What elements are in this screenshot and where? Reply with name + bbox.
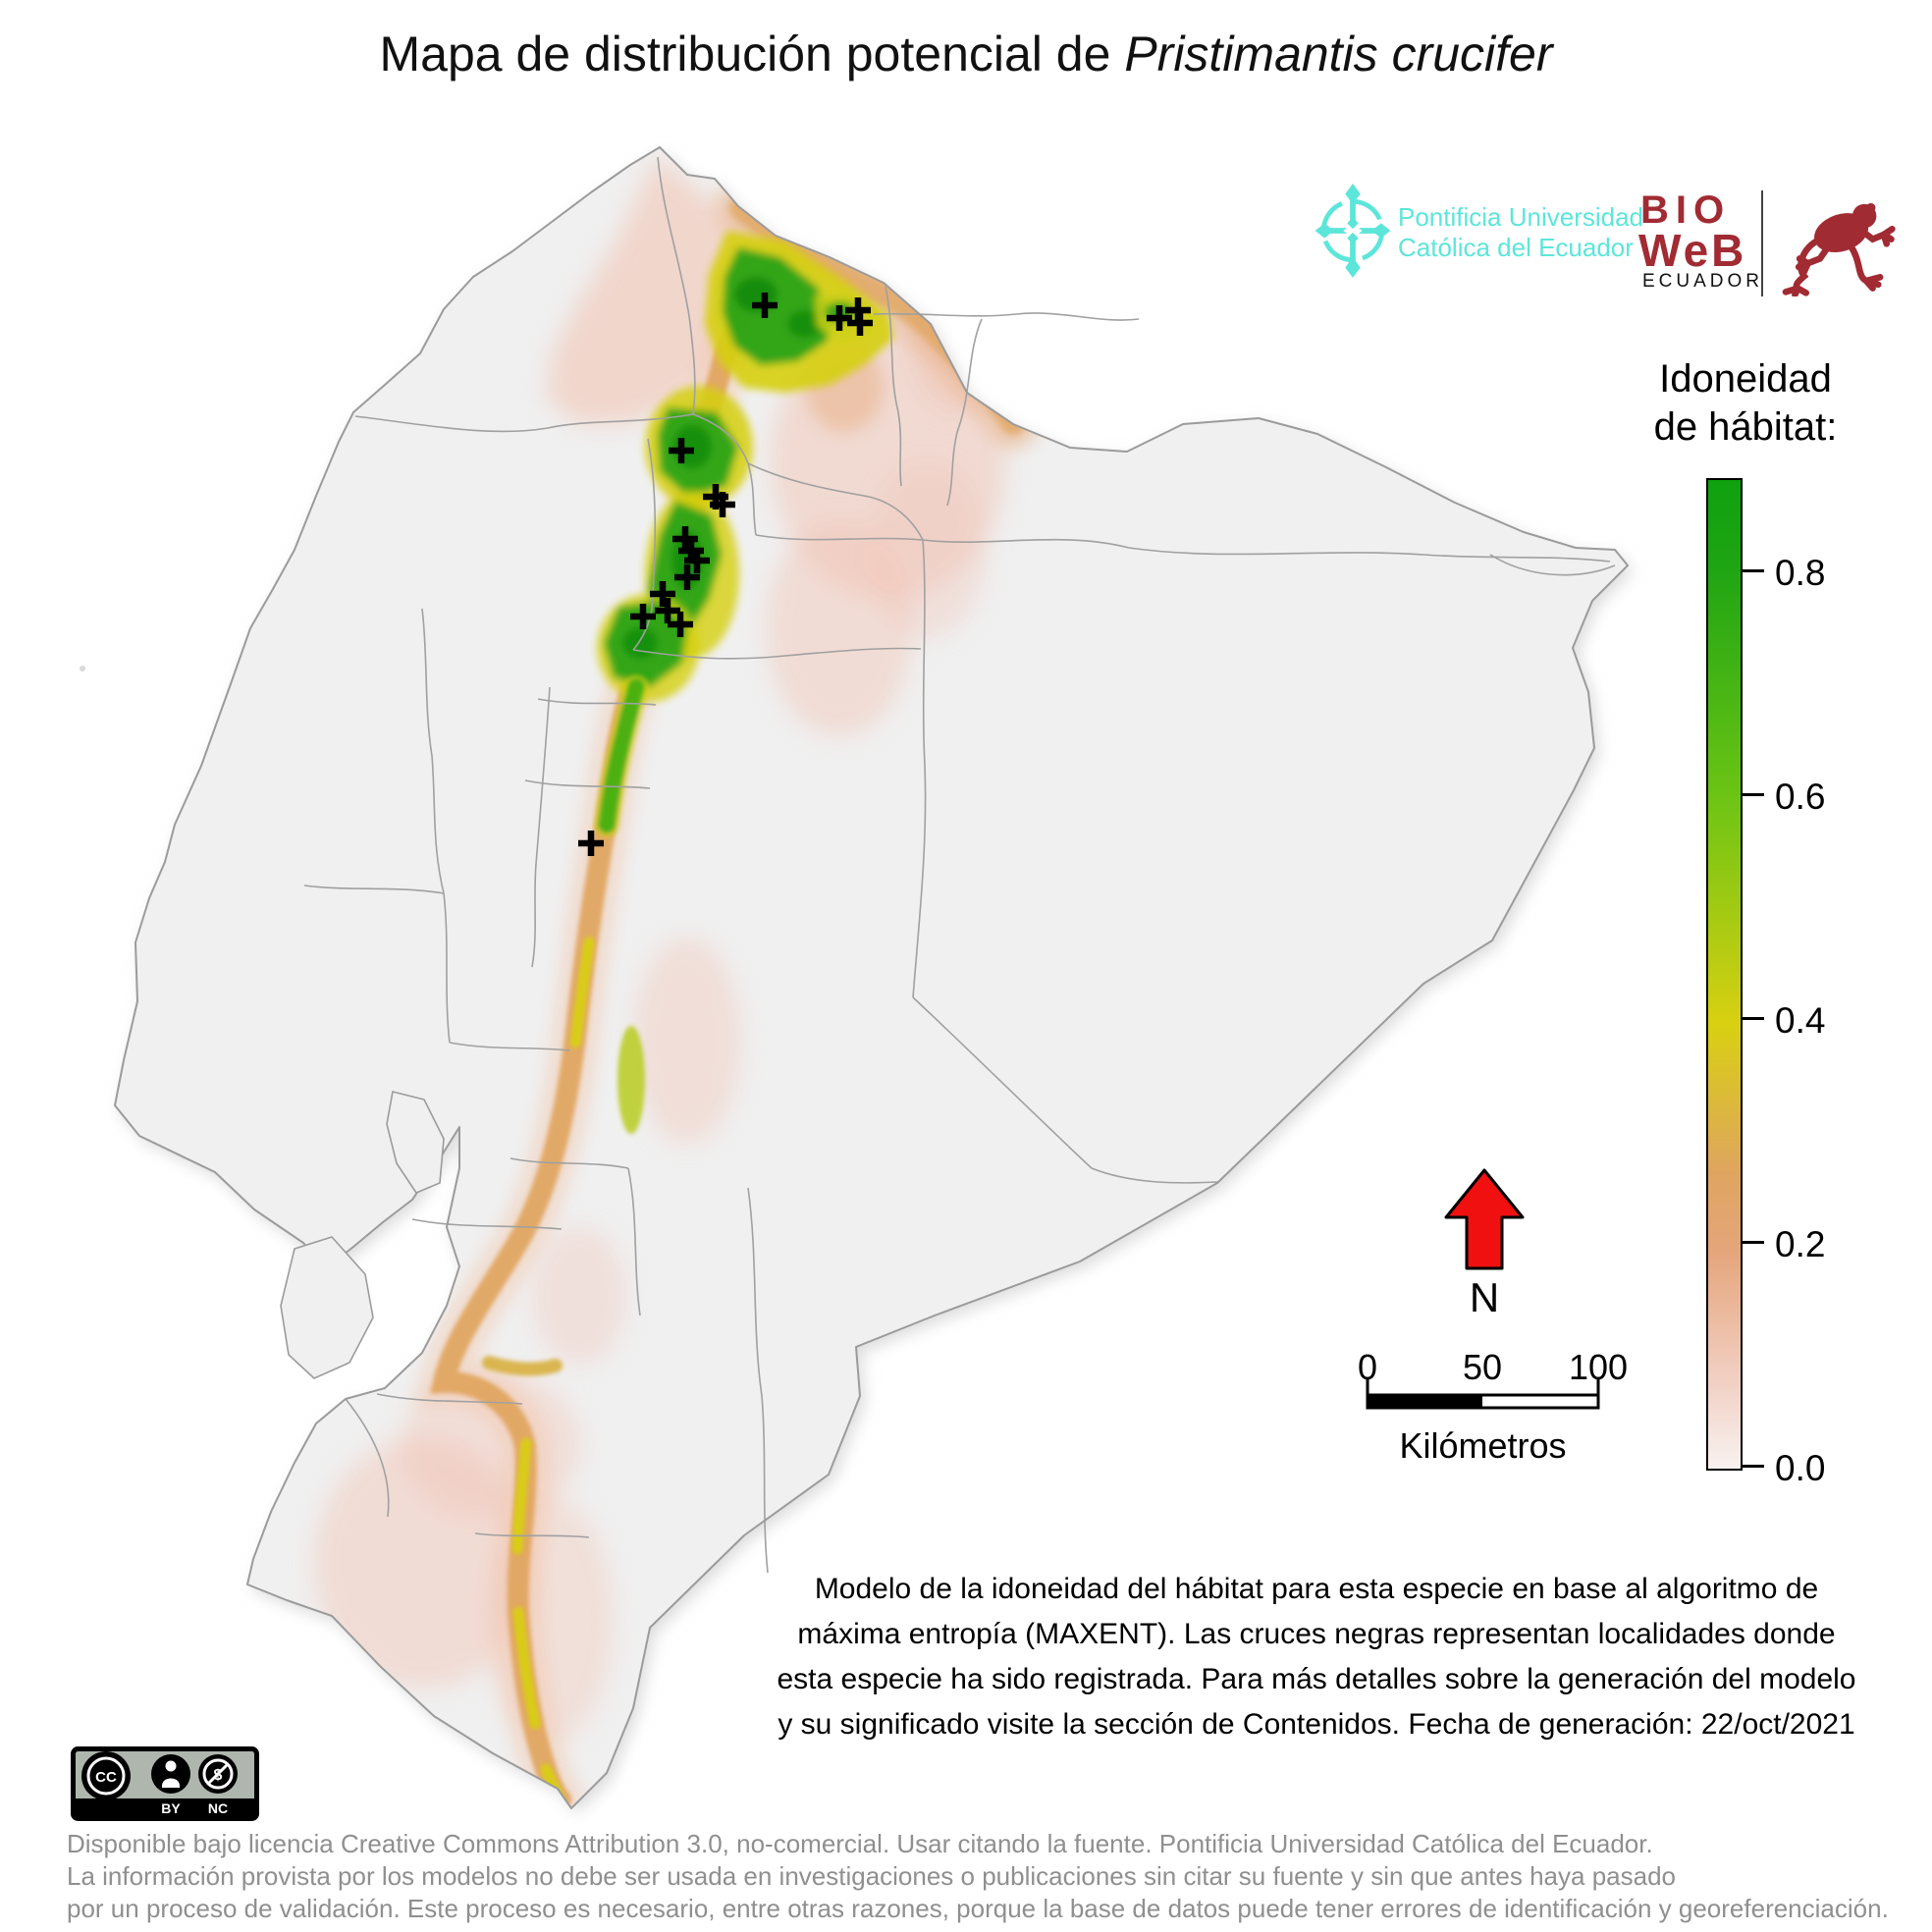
tick-label-0.6: 0.6 bbox=[1775, 777, 1826, 817]
page-title: Mapa de distribución potencial de Pristi… bbox=[0, 26, 1932, 82]
scale-50: 50 bbox=[1462, 1347, 1503, 1387]
occurrence-cross bbox=[668, 612, 693, 637]
by-person-icon bbox=[151, 1754, 190, 1794]
tick-label-0.0: 0.0 bbox=[1775, 1448, 1826, 1488]
occurrence-cross bbox=[752, 293, 778, 318]
islands bbox=[80, 666, 445, 1379]
occurrence-crosses bbox=[578, 293, 873, 856]
occurrence-cross bbox=[847, 310, 873, 336]
tick-0.2 bbox=[1741, 1241, 1764, 1244]
bioweb-web-text: WeB bbox=[1638, 225, 1747, 276]
cc-text: CC bbox=[95, 1769, 117, 1786]
tick-label-0.8: 0.8 bbox=[1775, 553, 1826, 593]
north-label: N bbox=[1469, 1274, 1500, 1320]
province-borders bbox=[303, 156, 1616, 1574]
description-line1: Modelo de la idoneidad del hábitat para … bbox=[814, 1573, 1819, 1605]
tick-0.0 bbox=[1741, 1465, 1764, 1468]
occurrence-cross bbox=[650, 581, 675, 607]
footer-line3: por un proceso de validación. Este proce… bbox=[67, 1894, 1889, 1923]
occurrence-cross bbox=[674, 564, 700, 590]
occurrence-cross bbox=[578, 831, 604, 856]
occurrence-cross bbox=[684, 548, 710, 573]
puce-logo-icon bbox=[1315, 184, 1391, 278]
cc-license-badge: CC $ BY NC bbox=[71, 1746, 259, 1821]
title-species-name: Pristimantis crucifer bbox=[1124, 27, 1553, 81]
scale-unit-label: Kilómetros bbox=[1399, 1425, 1567, 1466]
license-footer: Disponible bajo licencia Creative Common… bbox=[67, 1828, 1912, 1925]
puce-line2: Católica del Ecuador bbox=[1398, 233, 1634, 262]
tick-label-0.4: 0.4 bbox=[1775, 1000, 1826, 1041]
by-label: BY bbox=[161, 1800, 181, 1816]
bioweb-ecuador-text: ECUADOR bbox=[1642, 271, 1764, 292]
tick-0.8 bbox=[1741, 569, 1764, 572]
scale-0: 0 bbox=[1357, 1347, 1378, 1387]
tick-label-0.2: 0.2 bbox=[1775, 1224, 1826, 1264]
occurrence-cross bbox=[710, 492, 735, 517]
model-description: Modelo de la idoneidad del hábitat para … bbox=[715, 1567, 1918, 1747]
puce-line1: Pontificia Universidad bbox=[1398, 202, 1644, 232]
description-line3: esta especie ha sido registrada. Para má… bbox=[777, 1663, 1856, 1695]
title-prefix: Mapa de distribución potencial de bbox=[379, 27, 1125, 81]
north-arrow-icon bbox=[1444, 1168, 1525, 1270]
legend-title-line1: Idoneidad bbox=[1659, 357, 1832, 401]
bioweb-bio-text: BIO bbox=[1640, 188, 1732, 232]
footer-line1: Disponible bajo licencia Creative Common… bbox=[67, 1829, 1653, 1858]
description-line4: y su significado visite la sección de Co… bbox=[778, 1708, 1855, 1741]
tick-0.4 bbox=[1741, 1017, 1764, 1020]
description-line2: máxima entropía (MAXENT). Las cruces neg… bbox=[797, 1618, 1836, 1650]
bioweb-divider bbox=[1761, 190, 1763, 296]
suitability-colorbar bbox=[1706, 478, 1743, 1471]
legend-title: Idoneidad de hábitat: bbox=[1637, 355, 1853, 452]
scale-100: 100 bbox=[1568, 1347, 1629, 1387]
bioweb-frog-icon bbox=[1782, 202, 1896, 296]
occurrence-cross bbox=[827, 305, 852, 331]
occurrence-cross bbox=[655, 598, 680, 623]
occurrence-cross bbox=[630, 604, 656, 629]
scale-bar bbox=[1366, 1378, 1600, 1410]
footer-line2: La información provista por los modelos … bbox=[67, 1861, 1677, 1891]
puce-logo-text: Pontificia Universidad Católica del Ecua… bbox=[1398, 202, 1643, 263]
occurrence-cross bbox=[669, 438, 694, 463]
legend-title-line2: de hábitat: bbox=[1653, 405, 1838, 449]
suitability-layer bbox=[314, 155, 1041, 1808]
nc-label: NC bbox=[208, 1800, 228, 1816]
tick-0.6 bbox=[1741, 793, 1764, 796]
